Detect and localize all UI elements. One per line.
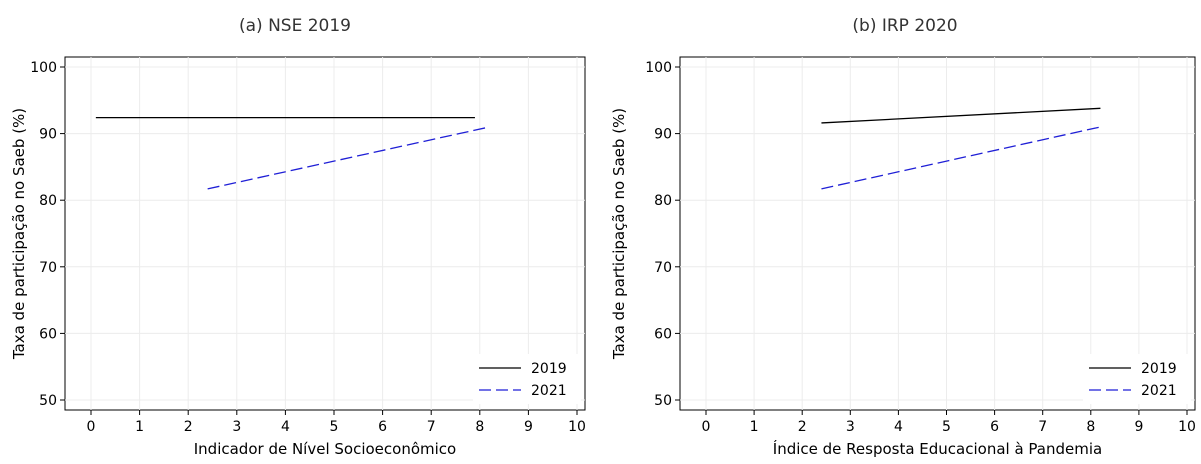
series-line-2021 [207,126,490,190]
chart-panel-nse: (a) NSE 2019 0 1 2 3 4 5 6 7 8 9 10 50 60 70 80 90 100 In… [0,0,600,464]
legend-label: 2019 [531,361,567,377]
legend-box [473,354,581,404]
x-tick-label: 0 [87,419,96,435]
x-tick-label: 3 [232,419,241,435]
x-tick-label: 6 [378,419,387,435]
chart-title: (b) IRP 2020 [852,16,958,36]
x-tick-label: 5 [330,419,339,435]
legend-box [1083,354,1191,404]
chart-svg: 0 1 2 3 4 5 6 7 8 9 10 50 60 70 80 90 100 Índice de Respo… [610,56,1196,458]
x-tick-label: 9 [524,419,533,435]
y-tick-label: 70 [654,260,672,276]
y-tick-label: 90 [39,127,57,143]
x-axis-label: Indicador de Nível Socioeconômico [194,440,456,458]
legend-label: 2019 [1141,361,1177,377]
x-tick-label: 2 [798,419,807,435]
y-tick-label: 80 [654,193,672,209]
plot-frame [679,56,1196,411]
x-tick-label: 8 [475,419,484,435]
x-tick-label: 5 [942,419,951,435]
y-tick-label: 80 [39,193,57,209]
y-tick-label: 60 [39,326,57,342]
x-tick-label: 7 [1038,419,1047,435]
y-tick-label: 90 [654,127,672,143]
x-tick-label: 2 [184,419,193,435]
y-tick-label: 60 [654,326,672,342]
legend-label: 2021 [531,383,567,399]
y-tick-label: 70 [39,260,57,276]
chart-title: (a) NSE 2019 [238,16,351,36]
y-tick-label: 100 [645,60,672,76]
legend-label: 2021 [1141,383,1177,399]
x-axis-label: Índice de Resposta Educacional à Pandemi… [773,439,1102,458]
x-tick-label: 1 [750,419,759,435]
x-tick-label: 4 [894,419,903,435]
x-tick-label: 1 [135,419,144,435]
chart-panel-irp: (b) IRP 2020 0 1 2 3 4 5 6 7 8 9 10 50 60 70 80 90 100 Ín… [600,0,1201,464]
y-tick-label: 100 [30,60,57,76]
plot-frame [64,56,586,411]
x-tick-label: 3 [846,419,855,435]
x-tick-label: 4 [281,419,290,435]
x-tick-label: 0 [702,419,711,435]
x-tick-label: 10 [1178,419,1196,435]
chart-svg: 0 1 2 3 4 5 6 7 8 9 10 50 60 70 80 90 100 Indicador de Ní… [10,56,586,458]
x-tick-label: 10 [568,419,586,435]
y-tick-label: 50 [39,393,57,409]
series-line-2021 [821,126,1101,190]
x-tick-label: 8 [1086,419,1095,435]
x-tick-label: 9 [1134,419,1143,435]
y-axis-label: Taxa de participação no Saeb (%) [610,108,628,360]
y-axis-label: Taxa de participação no Saeb (%) [10,108,28,360]
x-tick-label: 7 [427,419,436,435]
series-line-2019 [821,107,1101,124]
y-tick-label: 50 [654,393,672,409]
x-tick-label: 6 [990,419,999,435]
